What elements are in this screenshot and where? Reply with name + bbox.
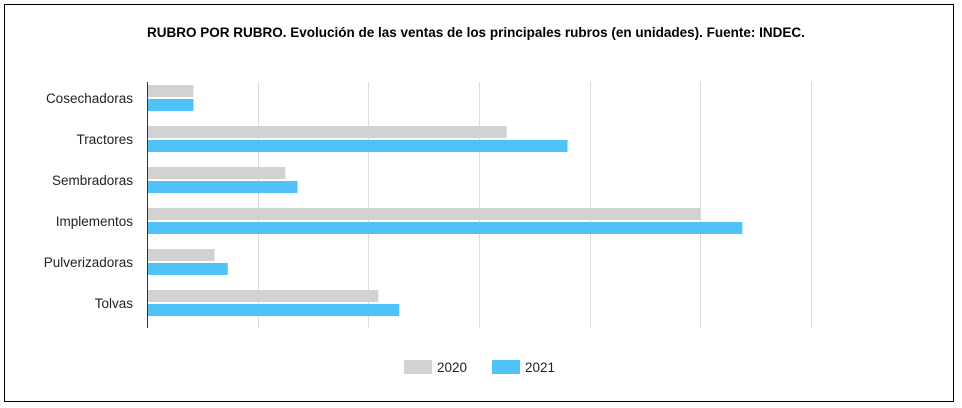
gridlines <box>258 82 812 328</box>
bar-2021-tolvas <box>147 304 400 316</box>
legend-label-2021: 2021 <box>525 360 555 375</box>
bar-2020-tolvas <box>147 290 379 302</box>
category-label: Cosechadoras <box>46 91 133 106</box>
bar-2020-sembradoras <box>147 167 286 179</box>
chart-title: RUBRO POR RUBRO. Evolución de las ventas… <box>147 25 805 40</box>
bar-2021-tractores <box>147 140 568 152</box>
bar-2021-implementos <box>147 222 743 234</box>
bar-2021-pulverizadoras <box>147 263 228 275</box>
bar-2020-tractores <box>147 126 507 138</box>
category-labels: Cosechadoras Tractores Sembradoras Implemen… <box>44 91 134 311</box>
bar-2020-pulverizadoras <box>147 249 215 261</box>
category-label: Tolvas <box>95 296 134 311</box>
bar-2020-cosechadoras <box>147 85 194 97</box>
category-label: Tractores <box>76 132 133 147</box>
bar-2020-implementos <box>147 208 701 220</box>
legend-swatch-2020 <box>404 360 432 374</box>
bar-2021-cosechadoras <box>147 99 194 111</box>
category-label: Sembradoras <box>52 173 133 188</box>
bars <box>147 85 743 316</box>
legend: 2020 2021 <box>404 360 555 375</box>
bar-2021-sembradoras <box>147 181 298 193</box>
legend-label-2020: 2020 <box>437 360 467 375</box>
category-label: Implementos <box>56 214 134 229</box>
legend-swatch-2021 <box>492 360 520 374</box>
category-label: Pulverizadoras <box>44 255 134 270</box>
